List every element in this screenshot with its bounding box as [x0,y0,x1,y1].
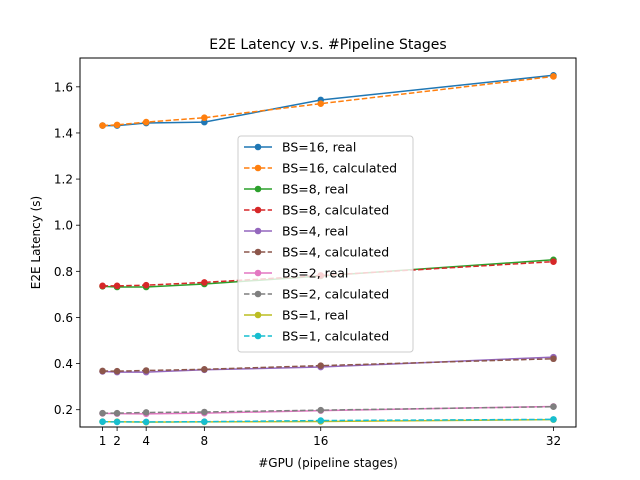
series-bs-4-calculated [99,355,557,375]
y-tick-label: 1.2 [54,173,73,187]
data-point-bs-2-calculated-4 [317,406,325,414]
data-point-bs-2-calculated-5 [550,403,557,411]
y-axis-label: E2E Latency (s) [29,196,43,289]
data-point-bs-4-calculated-4 [317,362,325,369]
legend-swatch-marker [254,206,262,214]
legend-label: BS=2, real [282,266,348,281]
data-point-bs-1-calculated-5 [550,416,557,423]
legend-swatch-marker [254,290,262,298]
legend-item-bs-16-real: BS=16, real [244,140,356,155]
data-point-bs-4-calculated-0 [99,367,106,375]
legend-label: BS=16, calculated [282,161,397,176]
data-point-bs-4-calculated-3 [201,366,208,373]
x-tick-label: 2 [113,434,121,448]
legend-item-bs-1-calculated: BS=1, calculated [244,329,389,344]
legend-swatch-marker [254,143,262,151]
data-point-bs-16-calculated-3 [201,114,208,122]
legend-label: BS=8, real [282,182,348,197]
legend-item-bs-2-calculated: BS=2, calculated [244,287,389,302]
series-bs-16-calculated [99,73,557,129]
series-bs-1-calculated [99,416,557,426]
data-point-bs-2-calculated-0 [99,409,106,417]
y-tick-label: 1.6 [54,80,73,94]
legend-label: BS=4, calculated [282,245,389,260]
legend-item-bs-1-real: BS=1, real [244,308,348,323]
data-point-bs-1-calculated-0 [99,418,106,426]
data-point-bs-8-calculated-1 [113,282,121,290]
data-point-bs-8-calculated-5 [550,258,557,265]
legend-item-bs-4-calculated: BS=4, calculated [244,245,389,260]
legend-label: BS=2, calculated [282,287,389,302]
data-point-bs-1-calculated-4 [317,417,325,424]
x-tick-label: 8 [201,434,209,448]
y-tick-label: 0.2 [54,403,73,417]
chart-title: E2E Latency v.s. #Pipeline Stages [209,37,446,53]
legend-item-bs-4-real: BS=4, real [244,224,348,239]
data-point-bs-16-calculated-1 [113,121,121,129]
data-point-bs-4-calculated-2 [142,367,150,374]
x-axis-label: #GPU (pipeline stages) [258,456,398,470]
data-point-bs-16-calculated-0 [99,122,106,129]
legend-box [237,135,414,353]
legend-label: BS=1, real [282,308,348,323]
legend-label: BS=8, calculated [282,203,389,218]
legend: BS=16, real BS=16, calculated BS=8, real BS… [237,135,414,353]
legend-swatch-marker [254,332,262,340]
legend-label: BS=4, real [282,224,348,239]
series-bs-2-calculated [99,403,557,417]
data-point-bs-8-calculated-2 [142,281,150,289]
plot-frame [79,57,577,428]
y-tick-label: 0.6 [54,311,73,325]
legend-label: BS=16, real [282,140,356,155]
legend-swatch-marker [254,269,262,277]
legend-swatch-marker [254,248,262,256]
legend-item-bs-8-real: BS=8, real [244,182,348,197]
data-point-bs-8-calculated-0 [99,282,106,290]
x-tick-label: 16 [313,434,328,448]
y-tick-label: 0.8 [54,265,73,279]
legend-label: BS=1, calculated [282,329,389,344]
data-point-bs-2-calculated-1 [113,409,121,417]
x-tick-label: 4 [142,434,150,448]
legend-item-bs-2-real: BS=2, real [244,266,348,281]
y-tick-label: 0.4 [54,357,73,371]
data-point-bs-8-calculated-3 [201,279,208,286]
legend-swatch-marker [254,185,262,193]
x-axis-ticks: 1 2 4 8 16 32 [99,427,561,448]
x-tick-label: 32 [546,434,561,448]
data-point-bs-16-calculated-2 [142,118,150,126]
data-point-bs-16-calculated-5 [550,73,557,80]
data-point-bs-4-calculated-5 [550,355,557,363]
data-point-bs-1-calculated-2 [142,418,150,426]
y-tick-label: 1.4 [54,126,73,140]
legend-item-bs-16-calculated: BS=16, calculated [244,161,397,176]
legend-item-bs-8-calculated: BS=8, calculated [244,203,389,218]
data-point-bs-4-calculated-1 [113,367,121,375]
legend-swatch-marker [254,227,262,235]
legend-swatch-marker [254,164,262,172]
data-point-bs-16-calculated-4 [317,100,325,107]
legend-swatch-marker [254,311,262,319]
y-tick-label: 1.0 [54,219,73,233]
data-point-bs-2-calculated-3 [201,408,208,416]
data-point-bs-1-calculated-1 [113,418,121,426]
data-point-bs-1-calculated-3 [201,418,208,426]
y-axis-ticks: 0.2 0.4 0.6 0.8 1.0 1.2 1.4 1.6 [54,80,80,417]
x-tick-label: 1 [99,434,107,448]
data-point-bs-2-calculated-2 [142,409,150,416]
